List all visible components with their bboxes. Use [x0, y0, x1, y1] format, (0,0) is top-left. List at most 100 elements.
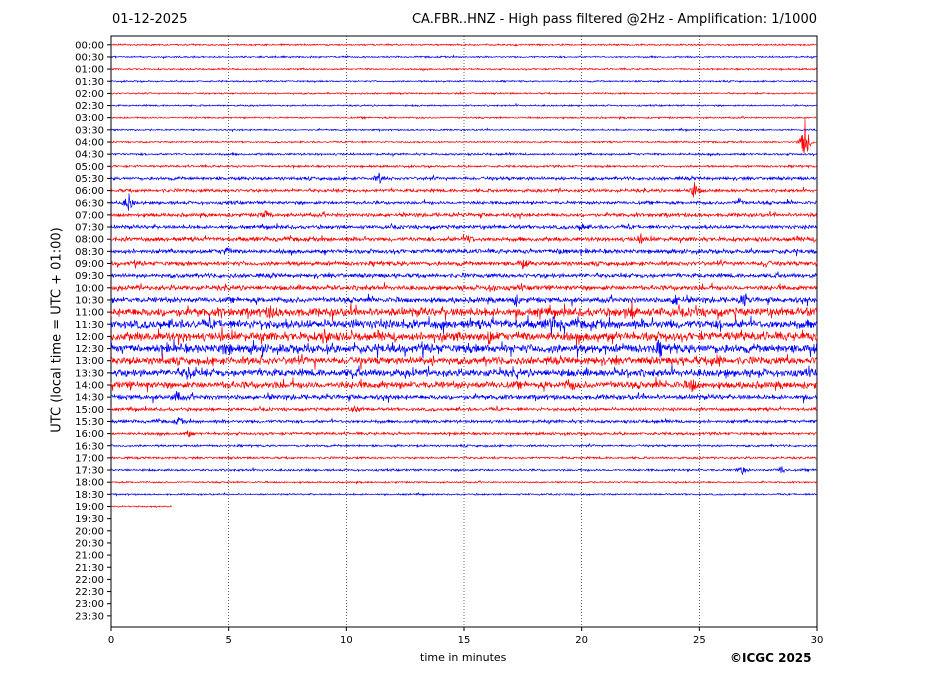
plot-area-frame	[110, 35, 818, 628]
trace-row-0900	[110, 259, 818, 270]
trace-row-1000	[110, 282, 818, 293]
copyright-label: ©ICGC 2025	[730, 651, 812, 665]
y-tick-label: 19:00	[75, 502, 104, 513]
y-tick-label: 15:00	[75, 405, 104, 416]
y-tick-label: 00:30	[75, 52, 104, 63]
y-tick-label: 12:30	[75, 344, 104, 355]
trace-row-0800	[110, 233, 818, 244]
x-tick-label: 15	[458, 635, 471, 646]
trace-row-0600	[110, 181, 818, 198]
y-tick-label: 10:00	[75, 283, 104, 294]
y-tick-label: 22:30	[75, 587, 104, 598]
trace-row-1230	[110, 338, 818, 359]
trace-row-0500	[110, 163, 818, 169]
trace-row-0830	[110, 247, 818, 257]
x-tick-label: 5	[225, 635, 231, 646]
trace-row-1730	[110, 466, 818, 476]
trace-row-0200	[110, 90, 818, 96]
trace-row-0930	[110, 271, 818, 280]
date-label: 01-12-2025	[112, 12, 188, 27]
trace-row-0700	[110, 210, 818, 220]
trace-row-1400	[110, 377, 818, 393]
y-tick-label: 17:30	[75, 466, 104, 477]
y-tick-label: 07:30	[75, 223, 104, 234]
trace-row-1330	[110, 364, 818, 380]
chart-title: CA.FBR..HNZ - High pass filtered @2Hz - …	[411, 12, 817, 27]
y-tick-label: 04:30	[75, 150, 104, 161]
y-tick-label: 03:00	[75, 113, 104, 124]
y-tick-label: 08:00	[75, 235, 104, 246]
y-tick-label: 06:30	[75, 198, 104, 209]
x-tick-label: 25	[693, 635, 706, 646]
y-tick-label: 01:30	[75, 77, 104, 88]
y-tick-label: 21:00	[75, 551, 104, 562]
y-tick-label: 02:00	[75, 89, 104, 100]
y-axis-label: UTC (local time = UTC + 01:00)	[49, 227, 65, 433]
trace-row-1430	[110, 390, 818, 404]
x-axis-label: time in minutes	[420, 651, 507, 664]
trace-row-1200	[110, 326, 818, 346]
x-tick-label: 0	[108, 635, 114, 646]
trace-row-0630	[110, 193, 818, 211]
trace-row-1530	[110, 417, 818, 425]
trace-row-1130	[110, 315, 818, 336]
trace-row-0530	[110, 172, 818, 184]
trace-row-1100	[110, 299, 818, 323]
trace-row-1800	[110, 479, 818, 485]
trace-row-0730	[110, 222, 818, 231]
trace-row-1630	[110, 442, 818, 449]
y-tick-label: 05:30	[75, 174, 104, 185]
y-tick-label: 09:00	[75, 259, 104, 270]
y-tick-label: 03:30	[75, 125, 104, 136]
trace-row-0400	[110, 119, 818, 154]
y-tick-label: 12:00	[75, 332, 104, 343]
seismic-traces	[110, 43, 818, 508]
y-tick-label: 13:00	[75, 356, 104, 367]
trace-row-0000	[110, 43, 818, 48]
trace-row-1500	[110, 404, 818, 413]
trace-row-1030	[110, 293, 818, 307]
y-tick-label: 01:00	[75, 65, 104, 76]
y-tick-label: 20:30	[75, 538, 104, 549]
x-tick-label: 20	[575, 635, 588, 646]
y-tick-label: 15:30	[75, 417, 104, 428]
trace-row-0130	[110, 79, 818, 84]
trace-row-0030	[110, 54, 818, 60]
trace-row-0230	[110, 102, 818, 108]
x-tick-label: 10	[340, 635, 353, 646]
y-tick-label: 23:30	[75, 611, 104, 622]
y-tick-label: 10:30	[75, 295, 104, 306]
y-tick-label: 17:00	[75, 453, 104, 464]
y-tick-label: 11:00	[75, 308, 104, 319]
y-tick-label: 22:00	[75, 575, 104, 586]
y-tick-label: 06:00	[75, 186, 104, 197]
y-tick-label: 18:00	[75, 478, 104, 489]
trace-row-0300	[110, 115, 818, 121]
y-tick-label: 20:00	[75, 526, 104, 537]
trace-row-0330	[110, 127, 818, 133]
y-tick-label: 21:30	[75, 563, 104, 574]
y-tick-label: 08:30	[75, 247, 104, 258]
y-tick-label: 09:30	[75, 271, 104, 282]
trace-row-0430	[110, 151, 818, 158]
trace-row-1900	[110, 505, 173, 508]
y-tick-label: 23:00	[75, 599, 104, 610]
grid-lines	[228, 36, 700, 627]
trace-row-0100	[110, 67, 818, 72]
y-tick-label: 00:00	[75, 40, 104, 51]
y-tick-label: 13:30	[75, 368, 104, 379]
y-tick-label: 04:00	[75, 138, 104, 149]
y-tick-label: 18:30	[75, 490, 104, 501]
x-axis-ticks: 0 5 10 15 20 25 30	[108, 627, 823, 646]
y-tick-label: 19:30	[75, 514, 104, 525]
y-tick-label: 14:00	[75, 381, 104, 392]
y-tick-label: 05:00	[75, 162, 104, 173]
trace-row-1700	[110, 455, 818, 461]
y-tick-label: 16:30	[75, 441, 104, 452]
trace-row-1600	[110, 430, 818, 438]
y-tick-label: 11:30	[75, 320, 104, 331]
y-tick-label: 02:30	[75, 101, 104, 112]
trace-row-1830	[110, 492, 818, 497]
